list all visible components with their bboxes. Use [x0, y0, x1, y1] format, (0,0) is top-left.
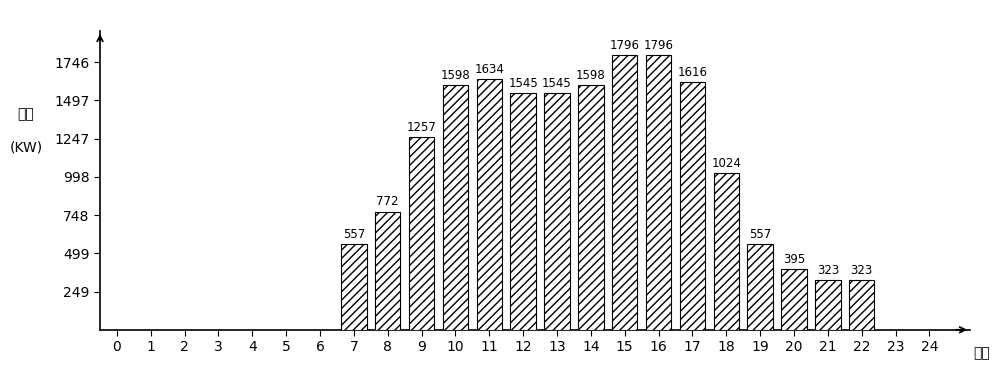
- Bar: [612, 55, 637, 330]
- Text: 1024: 1024: [711, 157, 741, 170]
- Bar: [781, 269, 807, 330]
- Bar: [341, 244, 367, 330]
- Bar: [714, 173, 739, 330]
- Text: 557: 557: [343, 229, 365, 241]
- Text: (KW): (KW): [9, 140, 43, 154]
- Text: 323: 323: [851, 264, 873, 277]
- Bar: [544, 93, 570, 330]
- Bar: [375, 211, 400, 330]
- Text: 1598: 1598: [441, 69, 470, 82]
- Text: 772: 772: [376, 196, 399, 208]
- Text: 323: 323: [817, 264, 839, 277]
- Bar: [646, 55, 671, 330]
- Text: 395: 395: [783, 253, 805, 266]
- Bar: [443, 85, 468, 330]
- Text: 1796: 1796: [644, 38, 674, 52]
- Text: 1545: 1545: [542, 77, 572, 90]
- Text: 1598: 1598: [576, 69, 606, 82]
- Bar: [578, 85, 604, 330]
- Bar: [849, 280, 874, 330]
- Text: 时刻: 时刻: [973, 346, 990, 360]
- Text: 1634: 1634: [474, 63, 504, 76]
- Text: 1257: 1257: [407, 121, 437, 134]
- Text: 1545: 1545: [508, 77, 538, 90]
- Bar: [747, 244, 773, 330]
- Bar: [815, 280, 841, 330]
- Text: 557: 557: [749, 229, 771, 241]
- Bar: [510, 93, 536, 330]
- Bar: [680, 82, 705, 330]
- Text: 负荷: 负荷: [18, 108, 34, 122]
- Text: 1616: 1616: [677, 66, 707, 79]
- Text: 1796: 1796: [610, 38, 640, 52]
- Bar: [477, 80, 502, 330]
- Bar: [409, 137, 434, 330]
